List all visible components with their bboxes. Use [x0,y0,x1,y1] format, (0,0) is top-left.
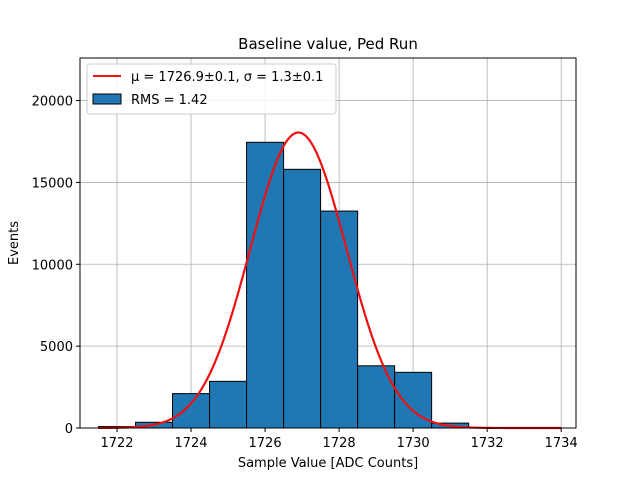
histogram-bar [394,371,433,429]
chart-title: Baseline value, Ped Run [238,35,418,53]
histogram-bar [209,380,248,429]
histogram-bar [320,210,359,429]
x-tick-label: 1732 [471,436,504,451]
legend-box [86,63,337,115]
x-tick-label: 1730 [397,436,430,451]
x-axis-label: Sample Value [ADC Counts] [238,456,418,471]
y-tick-label: 0 [65,422,73,437]
y-tick-label: 15000 [32,176,73,191]
y-axis-ticks: 0 5000 10000 15000 20000 [32,95,80,437]
histogram-bar [172,393,211,429]
x-tick-label: 1726 [249,436,282,451]
y-tick-label: 10000 [32,258,73,273]
y-tick-label: 20000 [32,95,73,110]
legend: μ = 1726.9±0.1, σ = 1.3±0.1 RMS = 1.42 [86,63,337,115]
legend-fit-label: μ = 1726.9±0.1, σ = 1.3±0.1 [131,70,323,85]
legend-histogram-swatch [92,93,122,105]
x-tick-label: 1734 [545,436,578,451]
y-axis-label: Events [7,221,22,265]
x-tick-label: 1728 [323,436,356,451]
histogram-bar [246,141,285,429]
x-tick-label: 1724 [174,436,207,451]
plot-frame [79,57,577,429]
legend-histogram-label: RMS = 1.42 [131,93,208,108]
histogram-bar [283,168,322,429]
y-tick-label: 5000 [40,340,73,355]
histogram-bar [357,365,396,429]
x-axis-ticks: 1722 1724 1726 1728 1730 1732 1734 [100,428,578,451]
x-tick-label: 1722 [100,436,133,451]
